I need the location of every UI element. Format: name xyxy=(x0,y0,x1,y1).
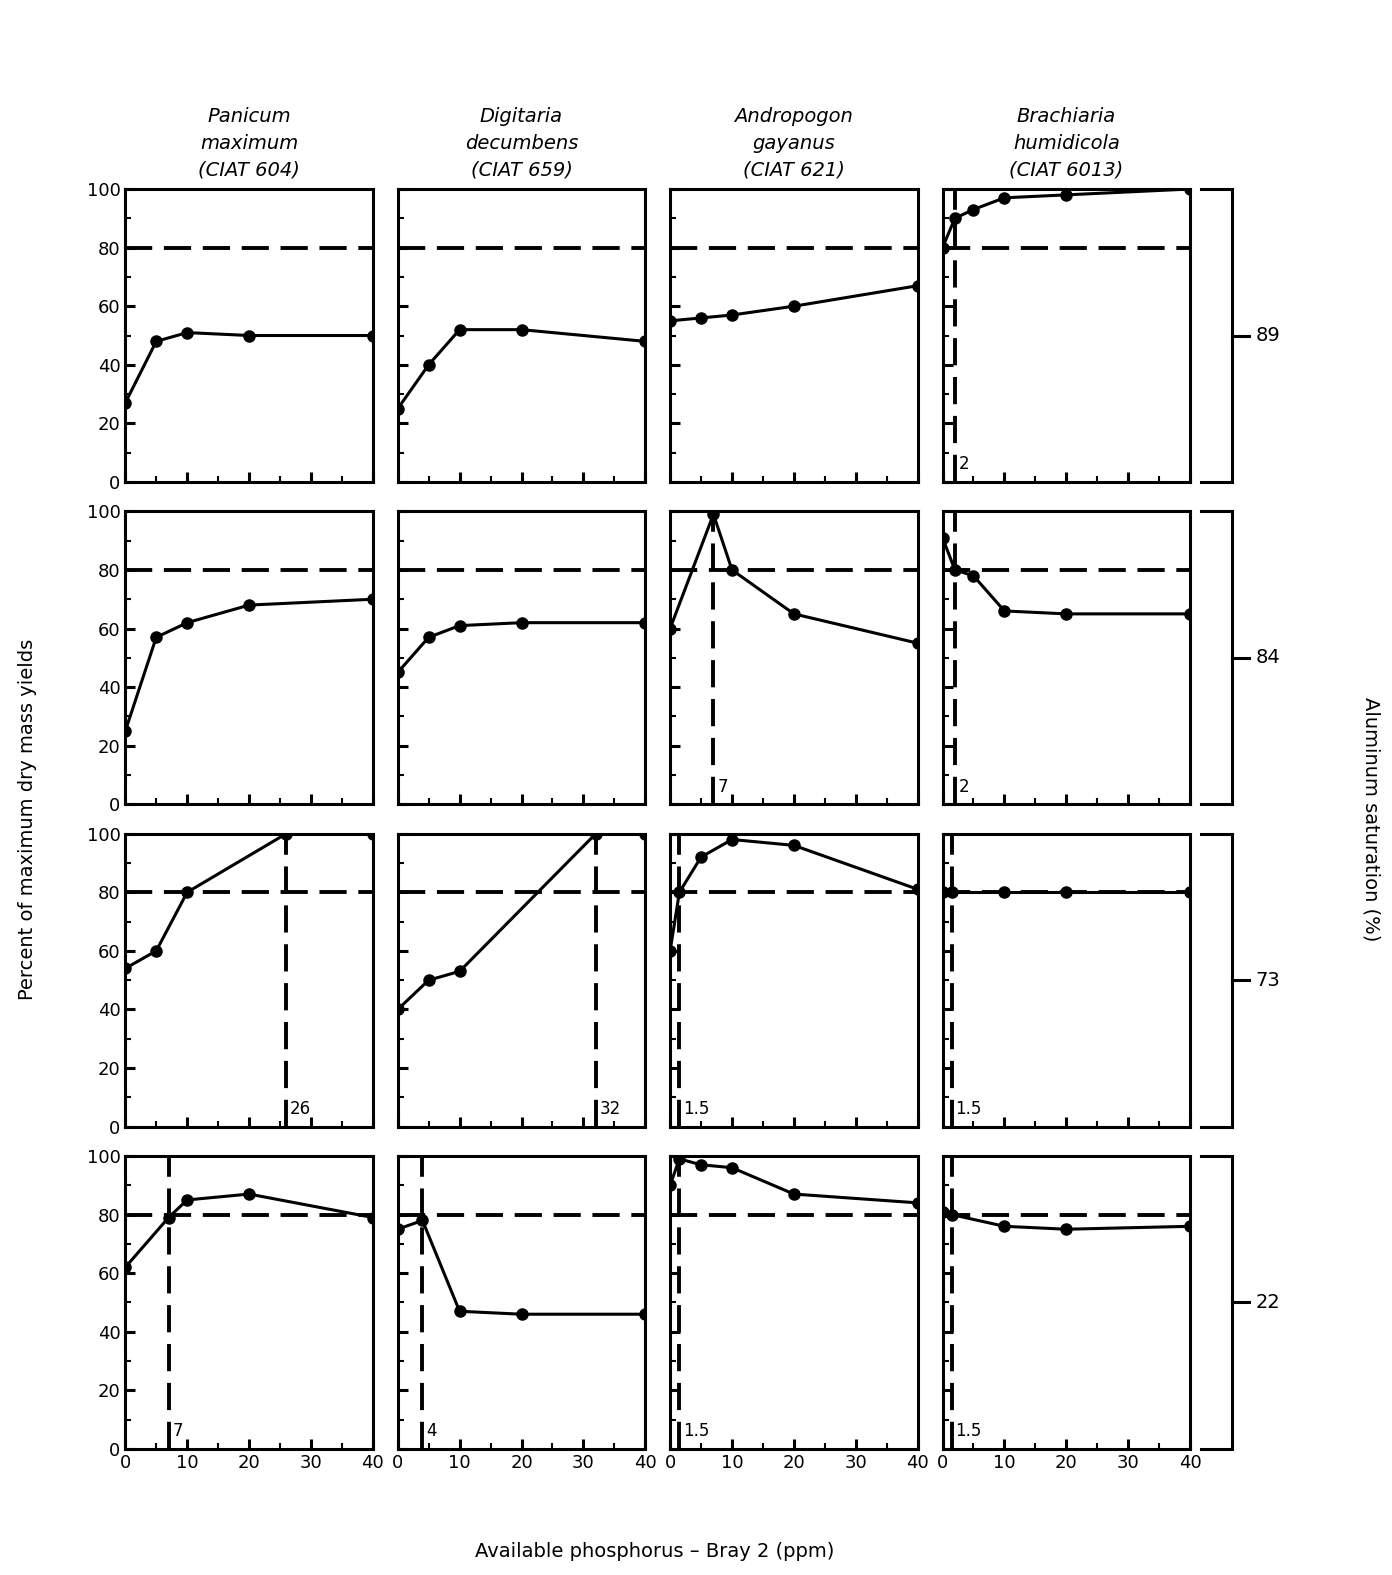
Text: Percent of maximum dry mass yields: Percent of maximum dry mass yields xyxy=(18,638,38,1000)
Text: Aluminum saturation (%): Aluminum saturation (%) xyxy=(1361,696,1381,942)
Text: 1.5: 1.5 xyxy=(955,1099,981,1118)
Text: 1.5: 1.5 xyxy=(683,1422,710,1440)
Text: Available phosphorus – Bray 2 (ppm): Available phosphorus – Bray 2 (ppm) xyxy=(475,1542,834,1561)
Text: 22: 22 xyxy=(1256,1293,1281,1312)
Title: Panicum
maximum
(CIAT 604): Panicum maximum (CIAT 604) xyxy=(198,107,301,180)
Title: Digitaria
decumbens
(CIAT 659): Digitaria decumbens (CIAT 659) xyxy=(465,107,578,180)
Text: 26: 26 xyxy=(290,1099,310,1118)
Text: 4: 4 xyxy=(426,1422,437,1440)
Text: 1.5: 1.5 xyxy=(955,1422,981,1440)
Text: 7: 7 xyxy=(173,1422,182,1440)
Text: 73: 73 xyxy=(1256,970,1281,989)
Text: 84: 84 xyxy=(1256,649,1281,668)
Title: Brachiaria
humidicola
(CIAT 6013): Brachiaria humidicola (CIAT 6013) xyxy=(1009,107,1123,180)
Text: 2: 2 xyxy=(959,455,969,472)
Text: 32: 32 xyxy=(600,1099,621,1118)
Text: 7: 7 xyxy=(717,778,728,795)
Title: Andropogon
gayanus
(CIAT 621): Andropogon gayanus (CIAT 621) xyxy=(735,107,853,180)
Text: 89: 89 xyxy=(1256,326,1281,345)
Text: 2: 2 xyxy=(959,778,969,795)
Text: 1.5: 1.5 xyxy=(683,1099,710,1118)
